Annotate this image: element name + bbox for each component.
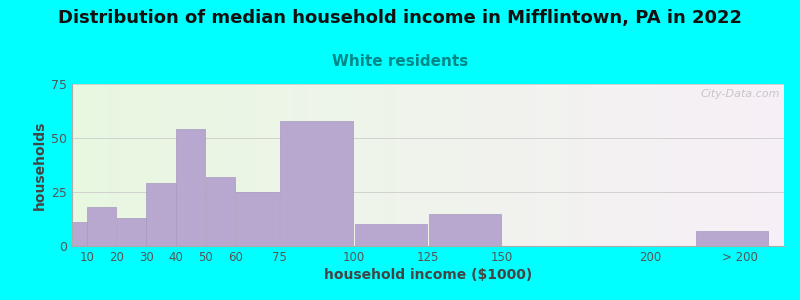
Bar [429,214,502,246]
Bar [176,129,206,246]
Bar [146,183,175,246]
Bar [87,207,116,246]
Y-axis label: households: households [33,120,47,210]
Bar [696,231,769,246]
Bar [236,192,279,246]
Text: White residents: White residents [332,54,468,69]
X-axis label: household income ($1000): household income ($1000) [324,268,532,282]
Bar [72,222,86,246]
Bar [281,121,353,246]
Text: Distribution of median household income in Mifflintown, PA in 2022: Distribution of median household income … [58,9,742,27]
Bar [117,218,146,246]
Bar [354,224,427,246]
Bar [206,177,235,246]
Text: City-Data.com: City-Data.com [701,89,781,99]
